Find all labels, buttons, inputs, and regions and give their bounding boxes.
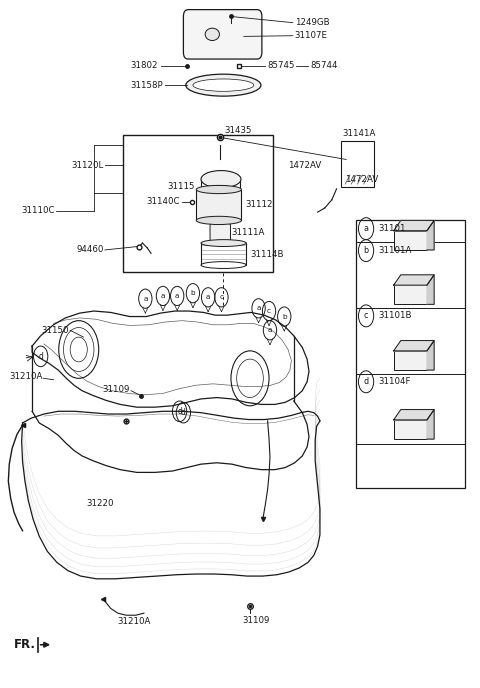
Polygon shape bbox=[427, 341, 434, 370]
Bar bbox=[394, 230, 427, 250]
Text: a: a bbox=[256, 305, 261, 311]
Bar bbox=[341, 141, 374, 187]
Ellipse shape bbox=[201, 261, 246, 268]
Ellipse shape bbox=[193, 79, 254, 92]
Ellipse shape bbox=[201, 239, 246, 246]
FancyBboxPatch shape bbox=[210, 223, 230, 242]
Text: 85744: 85744 bbox=[311, 61, 338, 70]
Text: 31141A: 31141A bbox=[342, 129, 376, 138]
Polygon shape bbox=[394, 409, 434, 420]
Text: c: c bbox=[219, 294, 224, 300]
Text: 85745: 85745 bbox=[268, 61, 295, 70]
Ellipse shape bbox=[196, 216, 241, 224]
Text: 31802: 31802 bbox=[131, 61, 158, 70]
Text: 31109: 31109 bbox=[242, 616, 270, 625]
Text: 31158P: 31158P bbox=[131, 80, 163, 89]
Text: 31220: 31220 bbox=[87, 499, 114, 508]
Text: d: d bbox=[363, 377, 369, 386]
Bar bbox=[196, 189, 241, 220]
Text: 31120L: 31120L bbox=[71, 161, 104, 170]
Text: 31101: 31101 bbox=[378, 224, 406, 233]
Polygon shape bbox=[427, 409, 434, 439]
Text: b: b bbox=[363, 246, 369, 255]
Text: 31110C: 31110C bbox=[22, 206, 55, 215]
Text: 31112: 31112 bbox=[245, 200, 273, 209]
Ellipse shape bbox=[201, 186, 241, 203]
Text: 31140C: 31140C bbox=[146, 197, 180, 206]
Text: 94460: 94460 bbox=[76, 246, 104, 255]
Bar bbox=[356, 220, 465, 488]
FancyBboxPatch shape bbox=[183, 10, 262, 59]
Bar bbox=[394, 285, 427, 304]
Text: 1472AV: 1472AV bbox=[345, 175, 378, 184]
Polygon shape bbox=[32, 311, 309, 407]
Polygon shape bbox=[32, 336, 309, 473]
Polygon shape bbox=[394, 220, 434, 230]
Text: 31101A: 31101A bbox=[378, 246, 412, 255]
Text: 31150: 31150 bbox=[42, 325, 69, 335]
Text: 31114B: 31114B bbox=[250, 250, 284, 259]
Text: 31107E: 31107E bbox=[295, 31, 328, 40]
Text: a: a bbox=[175, 293, 180, 299]
Text: d: d bbox=[38, 352, 43, 361]
Text: b: b bbox=[282, 314, 287, 319]
Polygon shape bbox=[427, 275, 434, 304]
Text: 1472AV: 1472AV bbox=[288, 161, 321, 170]
Text: 31109: 31109 bbox=[102, 385, 130, 394]
Text: a: a bbox=[206, 294, 210, 300]
Polygon shape bbox=[427, 220, 434, 250]
Polygon shape bbox=[394, 275, 434, 285]
Text: 31210A: 31210A bbox=[9, 372, 43, 381]
Text: FR.: FR. bbox=[14, 638, 36, 652]
Text: c: c bbox=[267, 308, 271, 314]
Ellipse shape bbox=[186, 74, 261, 96]
Text: a: a bbox=[143, 296, 147, 301]
Polygon shape bbox=[394, 341, 434, 351]
Bar bbox=[394, 420, 427, 439]
Text: b: b bbox=[191, 290, 195, 297]
Text: d: d bbox=[177, 407, 182, 416]
Ellipse shape bbox=[196, 185, 241, 193]
Bar bbox=[123, 135, 273, 272]
Ellipse shape bbox=[201, 171, 241, 188]
Text: 31210A: 31210A bbox=[118, 617, 151, 626]
Text: d: d bbox=[181, 408, 186, 417]
Polygon shape bbox=[22, 411, 320, 579]
Ellipse shape bbox=[205, 28, 219, 41]
Text: 31104F: 31104F bbox=[378, 377, 411, 386]
Text: 31115: 31115 bbox=[168, 182, 195, 191]
Text: 31111A: 31111A bbox=[231, 228, 264, 237]
Text: a: a bbox=[363, 224, 369, 233]
Bar bbox=[394, 351, 427, 370]
Text: c: c bbox=[364, 312, 368, 321]
Text: a: a bbox=[268, 327, 272, 333]
Text: a: a bbox=[161, 293, 165, 299]
Text: 1249GB: 1249GB bbox=[295, 18, 329, 27]
Text: 31101B: 31101B bbox=[378, 312, 412, 321]
Text: 31435: 31435 bbox=[225, 126, 252, 135]
